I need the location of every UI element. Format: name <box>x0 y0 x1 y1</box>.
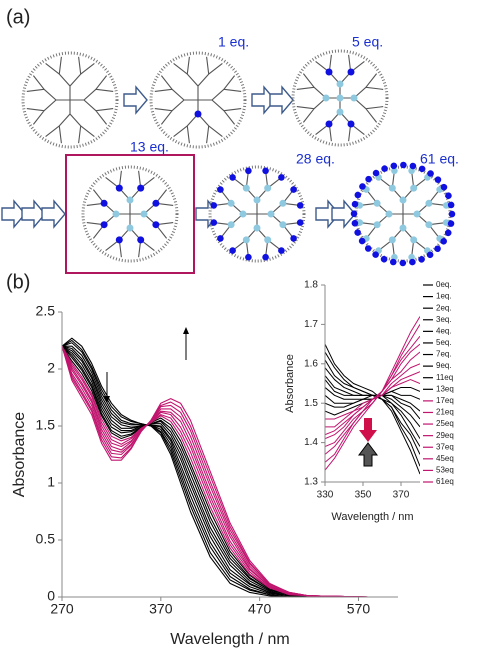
y-tick-label: 1.6 <box>304 358 318 369</box>
x-tick-label: 470 <box>248 601 272 617</box>
y-tick-label: 0.5 <box>36 531 56 547</box>
legend-label: 7eq. <box>436 350 452 359</box>
legend-label: 17eq <box>436 396 454 405</box>
arrow <box>42 201 65 227</box>
dendrimer <box>83 167 177 261</box>
y-tick-label: 1.3 <box>304 477 318 488</box>
inset-arrow-up <box>359 443 377 466</box>
y-tick-label: 1.4 <box>304 437 318 448</box>
legend-label: 37eq <box>436 442 454 451</box>
y-tick-label: 1.8 <box>304 280 318 291</box>
page: (a) (b) 1 e <box>0 0 485 650</box>
y-tick-label: 1.5 <box>304 398 318 409</box>
dendrimer-row <box>23 51 387 147</box>
bound-dot <box>195 111 202 118</box>
legend-label: 61eq <box>436 477 454 486</box>
y-tick-label: 2.5 <box>36 303 56 319</box>
x-axis-title: Wavelength / nm <box>170 631 289 648</box>
panel-label: (b) <box>6 271 30 293</box>
arrow <box>270 87 293 113</box>
x-tick-label: 370 <box>393 490 410 501</box>
x-axis-title: Wavelength / nm <box>331 511 413 523</box>
y-axis-title: Absorbance <box>284 354 296 413</box>
x-tick-label: 350 <box>355 490 372 501</box>
legend-label: 29eq <box>436 431 454 440</box>
legend-label: 0eq. <box>436 280 452 289</box>
bound-dot <box>348 121 355 128</box>
legend-label: 25eq <box>436 419 454 428</box>
arrow-head <box>183 327 189 334</box>
x-tick-label: 270 <box>50 601 74 617</box>
dendrimer <box>210 167 304 261</box>
y-tick-label: 1.5 <box>36 417 56 433</box>
arrow <box>124 87 147 113</box>
bound-dot <box>337 95 344 102</box>
x-tick-label: 570 <box>347 601 371 617</box>
series-line <box>62 338 368 597</box>
eq-label: 5 eq. <box>352 34 383 50</box>
series-line <box>62 341 368 598</box>
dendrimer <box>23 53 117 147</box>
y-tick-label: 1 <box>47 474 55 490</box>
x-tick-label: 370 <box>149 601 173 617</box>
legend-label: 21eq <box>436 408 454 417</box>
bound-dot <box>326 121 333 128</box>
y-tick-label: 2 <box>47 360 55 376</box>
eq-label: 61 eq. <box>420 151 459 167</box>
legend-label: 3eq. <box>436 315 452 324</box>
legend-label: 53eq <box>436 466 454 475</box>
y-tick-label: 1.7 <box>304 319 318 330</box>
eq-label: 28 eq. <box>296 151 335 167</box>
bound-dot <box>348 69 355 76</box>
dendrimer-row <box>2 155 452 273</box>
legend-label: 11eq <box>436 373 453 382</box>
legend-label: 45eq <box>436 454 454 463</box>
figure: (a) (b) 1 e <box>0 0 485 650</box>
legend-label: 4eq. <box>436 326 452 335</box>
legend-label: 1eq. <box>436 292 452 301</box>
panel-label: (a) <box>6 6 30 28</box>
eq-label: 1 eq. <box>218 34 249 50</box>
x-tick-label: 330 <box>317 490 334 501</box>
inset-arrow-down <box>359 418 377 442</box>
legend-label: 13eq <box>436 384 454 393</box>
bound-dot <box>326 69 333 76</box>
y-axis-title: Absorbance <box>11 412 28 497</box>
legend-label: 2eq. <box>436 303 452 312</box>
legend-label: 9eq. <box>436 361 452 370</box>
legend-label: 5eq. <box>436 338 452 347</box>
dendrimer <box>151 53 245 147</box>
eq-label: 13 eq. <box>130 139 169 155</box>
